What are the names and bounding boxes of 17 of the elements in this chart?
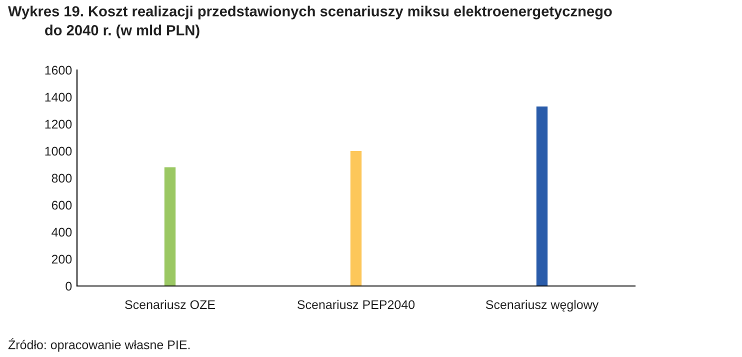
y-tick-label: 1000 — [45, 146, 72, 156]
y-tick-label: 200 — [52, 254, 72, 264]
x-tick-label: Scenariusz PEP2040 — [298, 300, 415, 310]
y-tick-label: 400 — [52, 228, 72, 237]
x-tick-label: Scenariusz OZE — [125, 300, 215, 310]
y-tick-label: 1400 — [45, 92, 72, 102]
text: Źródło: opracowanie własne PIE. — [8, 338, 190, 352]
y-tick-label: 1200 — [45, 120, 72, 129]
y-tick-label: 800 — [52, 174, 72, 183]
x-tick-label: Scenariusz węglowy — [486, 300, 599, 312]
bar — [350, 151, 362, 286]
chart-title: Wykres 19. Koszt realizacji przedstawionych scenariuszy miksu elektroenergetycznego do 2040 r. (w mld PLN) — [8, 6, 612, 38]
bar — [536, 106, 548, 286]
y-tick-label: 600 — [52, 200, 72, 210]
bar — [164, 167, 176, 286]
y-tick-label: 0 — [66, 282, 72, 291]
y-tick-label: 1600 — [45, 66, 72, 75]
